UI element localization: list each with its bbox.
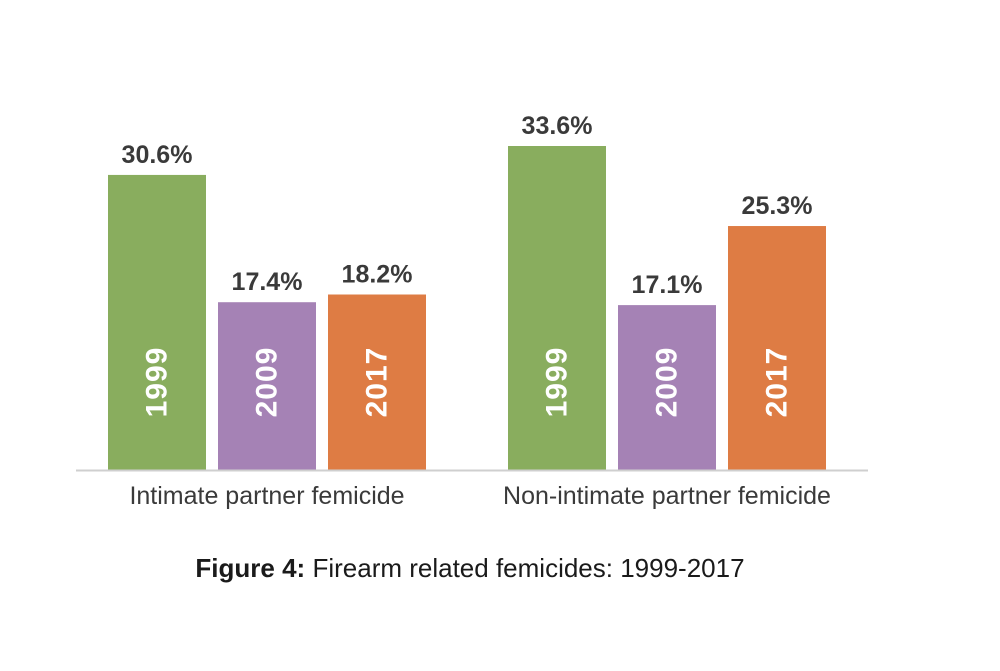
value-label-non-intimate-2009: 17.1% bbox=[632, 271, 703, 299]
series-label-intimate-2009: 2009 bbox=[251, 347, 284, 418]
bar-chart: 30.6% 1999 17.4% 2009 18.2% 2017 Intimate part… bbox=[76, 112, 868, 510]
bar-non-intimate-1999 bbox=[508, 146, 606, 470]
bar-intimate-2009 bbox=[218, 302, 316, 470]
value-label-non-intimate-2017: 25.3% bbox=[742, 192, 813, 220]
value-label-non-intimate-1999: 33.6% bbox=[522, 112, 593, 140]
series-label-non-intimate-2017: 2017 bbox=[761, 347, 794, 418]
series-label-non-intimate-1999: 1999 bbox=[541, 347, 574, 418]
series-label-intimate-2017: 2017 bbox=[361, 347, 394, 418]
bar-non-intimate-2017 bbox=[728, 226, 826, 470]
caption-prefix: Figure 4: bbox=[195, 553, 306, 583]
figure-caption: Figure 4: Firearm related femicides: 199… bbox=[0, 553, 940, 584]
series-label-non-intimate-2009: 2009 bbox=[651, 347, 684, 418]
category-label-intimate: Intimate partner femicide bbox=[129, 482, 404, 510]
bar-intimate-1999 bbox=[108, 174, 206, 470]
caption-text: Firearm related femicides: 1999-2017 bbox=[312, 553, 745, 583]
category-label-non-intimate: Non-intimate partner femicide bbox=[503, 482, 831, 510]
series-label-intimate-1999: 1999 bbox=[141, 347, 174, 418]
value-label-intimate-2017: 18.2% bbox=[342, 261, 413, 289]
bar-intimate-2017 bbox=[328, 294, 426, 470]
value-label-intimate-2009: 17.4% bbox=[232, 268, 303, 296]
bar-non-intimate-2009 bbox=[618, 305, 716, 470]
value-label-intimate-1999: 30.6% bbox=[122, 141, 193, 169]
